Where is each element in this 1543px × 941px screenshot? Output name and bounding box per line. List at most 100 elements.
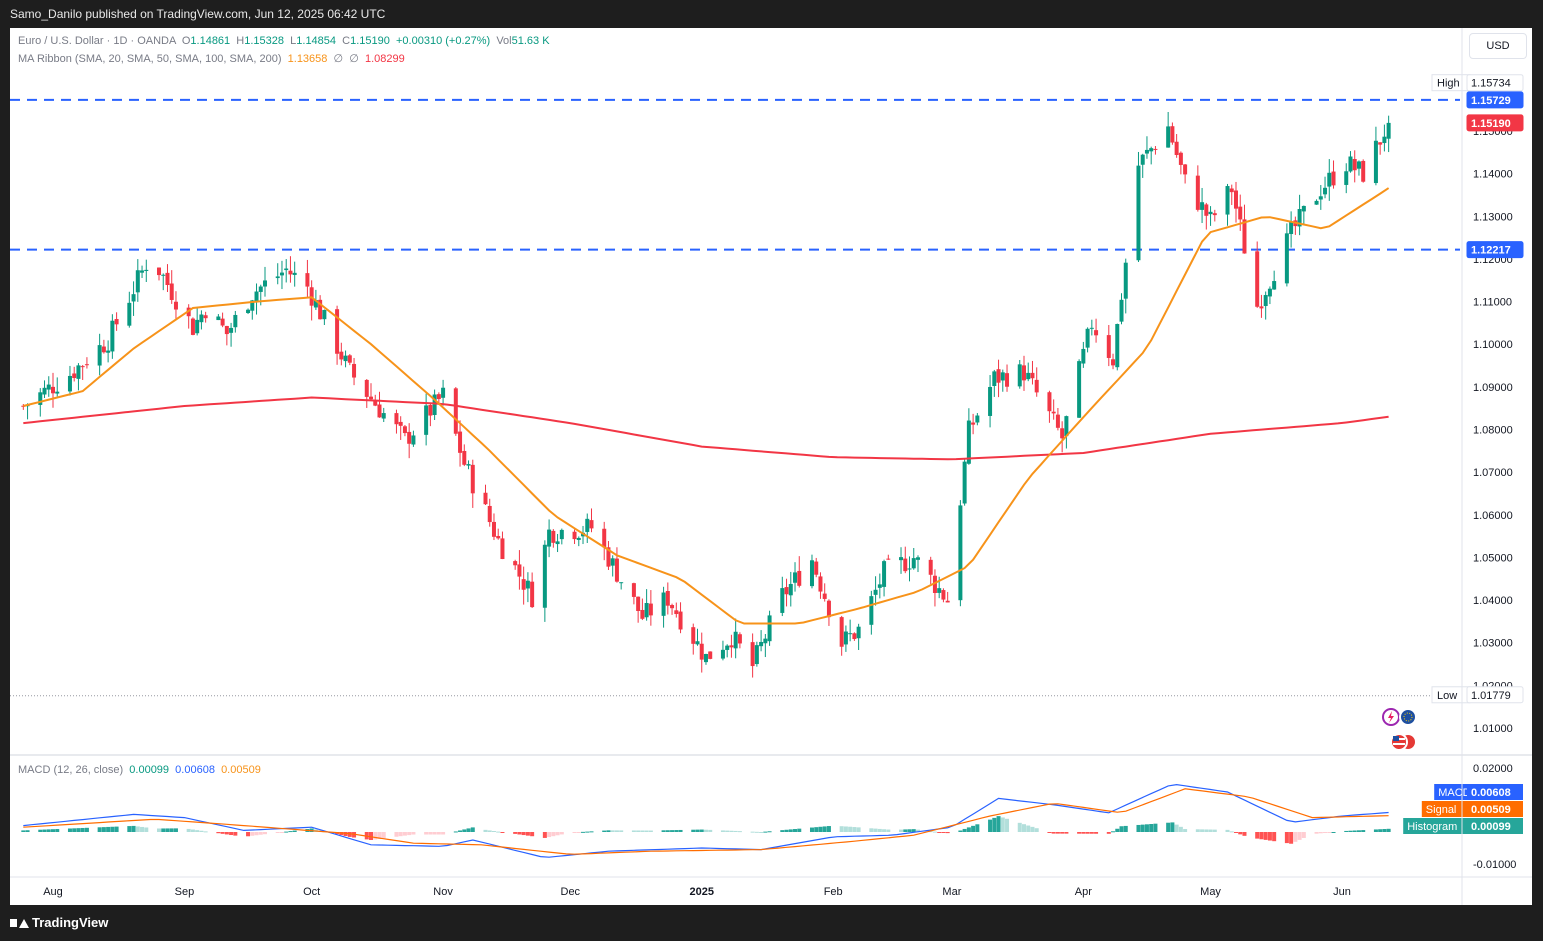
macd-histogram-bar (1238, 832, 1243, 835)
candle-body (644, 603, 649, 618)
macd-histogram-bar (699, 829, 704, 832)
price-badge-bg (1466, 91, 1524, 109)
macd-histogram-bar (140, 826, 145, 832)
macd-histogram-bar (165, 828, 170, 832)
candle-body (394, 413, 399, 425)
candle-body (1352, 159, 1357, 171)
macd-histogram-bar (1272, 832, 1277, 842)
candle-body (483, 492, 488, 505)
macd-histogram-bar (882, 829, 887, 832)
candle-body (793, 572, 798, 583)
candle-body (318, 299, 323, 320)
macd-histogram-bar (1386, 828, 1391, 832)
macd-histogram-bar (1123, 825, 1128, 832)
macd-histogram-bar (203, 831, 208, 833)
macd-histogram-bar (826, 826, 831, 832)
date-tick-label: Jun (1333, 886, 1351, 898)
candle-body (1314, 200, 1319, 205)
candle-body (932, 575, 937, 593)
candle-body (678, 611, 683, 630)
ma-ribbon-title[interactable]: MA Ribbon (SMA, 20, SMA, 50, SMA, 100, S… (18, 53, 282, 65)
candle-body (233, 314, 238, 328)
candle-body (1064, 416, 1069, 437)
candle-body (1344, 171, 1349, 185)
macd-badge-label-bg (1421, 801, 1467, 817)
candle-body (971, 422, 976, 425)
macd-histogram-bar (1178, 826, 1183, 832)
candle-body (373, 400, 378, 406)
candle-body (631, 583, 636, 597)
candle-body (911, 558, 916, 569)
macd-histogram-bar (1323, 832, 1328, 833)
candle-body (1123, 262, 1128, 299)
event-icons[interactable] (1379, 706, 1423, 752)
candle-body (814, 561, 819, 575)
macd-histogram-bar (161, 828, 166, 832)
macd-histogram-bar (975, 824, 980, 832)
candle-body (1111, 359, 1116, 366)
candle-body (763, 638, 768, 644)
price-tick-label: 1.11000 (1473, 297, 1512, 309)
candle-body (55, 391, 60, 394)
eu-flag-icon[interactable] (1399, 708, 1417, 726)
macd-histogram-bar (1115, 828, 1120, 832)
macd-histogram-bar (725, 830, 730, 832)
macd-histogram-bar (21, 830, 26, 832)
macd-histogram-bar (381, 832, 386, 839)
macd-histogram-bar (1284, 832, 1289, 844)
macd-tick-label: 0.02000 (1473, 763, 1513, 775)
macd-histogram-bar (1361, 830, 1366, 832)
candle-body (470, 464, 475, 494)
macd-histogram-bar (640, 830, 645, 832)
symbol-title[interactable]: Euro / U.S. Dollar · 1D · OANDA (18, 35, 176, 47)
candle-body (220, 318, 225, 326)
macd-title[interactable]: MACD (12, 26, close) (18, 764, 124, 776)
macd-histogram-bar (275, 832, 280, 833)
candle-body (190, 318, 195, 335)
tradingview-logo[interactable]: TradingView (10, 915, 108, 930)
close-label: C (342, 35, 351, 47)
candle-body (915, 557, 920, 560)
candle-body (339, 351, 344, 360)
macd-histogram-bar (661, 830, 666, 832)
candle-body (1089, 327, 1094, 329)
macd-histogram-bar (466, 828, 471, 832)
macd-histogram-bar (1153, 823, 1158, 832)
price-tick-label: 1.03000 (1473, 638, 1513, 650)
candle-body (1331, 171, 1336, 186)
macd-histogram-bar (1136, 824, 1141, 832)
candle-body (335, 309, 340, 354)
macd-legend: MACD (12, 26, close) 0.00099 0.00608 0.0… (18, 764, 261, 776)
macd-histogram-bar (1017, 822, 1022, 832)
macd-histogram-bar (284, 831, 289, 833)
currency-button[interactable]: USD (1469, 33, 1527, 59)
candle-body (873, 589, 878, 595)
macd-histogram-bar (1373, 829, 1378, 832)
candle-body (1284, 233, 1289, 284)
candle-body (224, 325, 229, 335)
candle-body (1060, 428, 1065, 439)
candle-body (42, 387, 47, 395)
macd-badge-label-bg (1403, 818, 1467, 834)
macd-histogram-bar (971, 825, 976, 832)
macd-histogram-bar (1267, 832, 1272, 841)
macd-histogram-bar (233, 832, 238, 836)
ma20-value: 1.13658 (287, 53, 328, 65)
macd-histogram-bar (1051, 832, 1056, 834)
macd-histogram-bar (1263, 832, 1268, 840)
macd-histogram-bar (530, 832, 535, 837)
macd-histogram-bar (1289, 832, 1294, 844)
macd-histogram-bar (1301, 832, 1306, 838)
candle-body (1195, 175, 1200, 210)
macd-histogram-bar (424, 832, 429, 835)
macd-histogram-bar (436, 832, 441, 835)
candle-body (1144, 149, 1149, 154)
macd-histogram-bar (1297, 832, 1302, 840)
macd-badge-label: Histogram (1407, 821, 1457, 833)
macd-histogram-bar (559, 832, 564, 835)
price-badge-bg (1466, 74, 1524, 92)
candle-body (487, 505, 492, 523)
macd-histogram-bar (46, 829, 51, 832)
candle-body (788, 584, 793, 596)
price-chart[interactable]: 1.150001.140001.130001.120001.110001.100… (10, 28, 1532, 905)
